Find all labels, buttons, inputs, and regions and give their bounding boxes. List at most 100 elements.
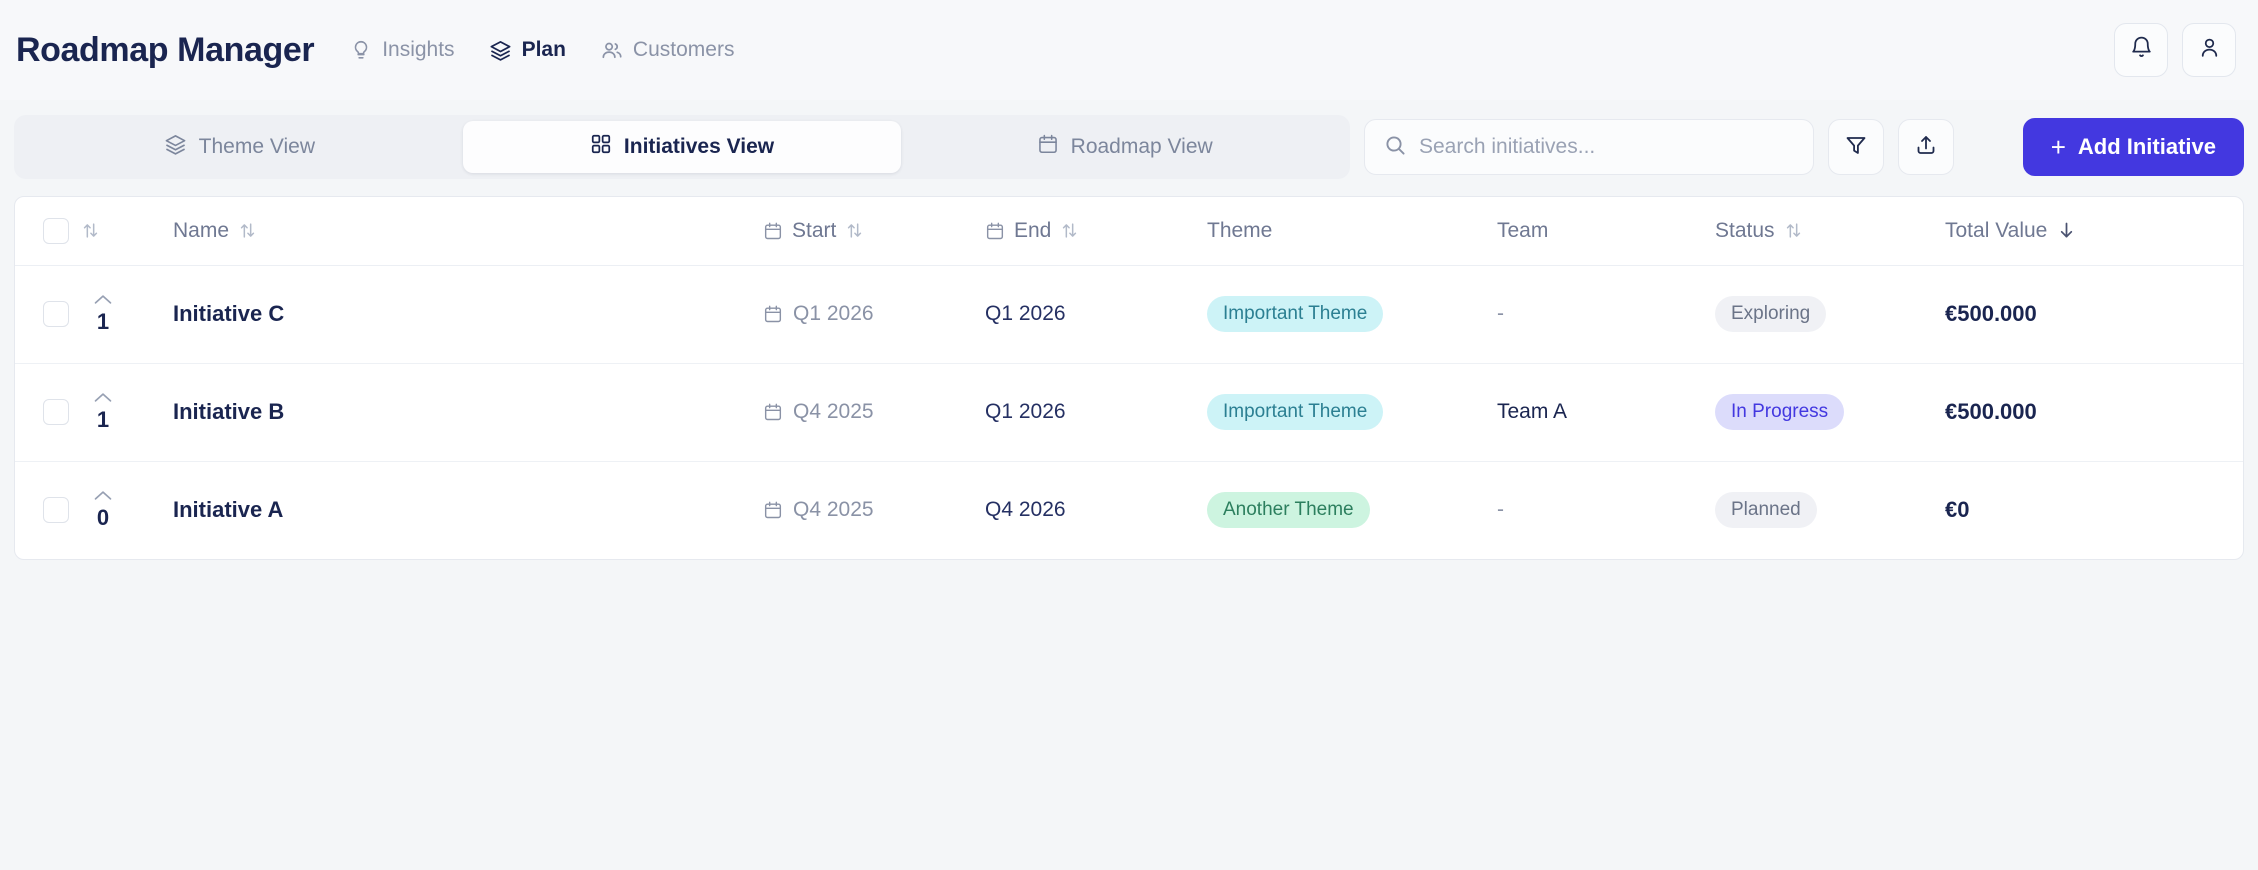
filter-icon: [1844, 133, 1868, 162]
row-start-cell: Q1 2026: [763, 265, 985, 364]
column-start-label: Start: [792, 218, 837, 242]
search-input[interactable]: [1419, 135, 1795, 159]
nav-item-customers-label: Customers: [632, 38, 735, 61]
row-start-cell: Q4 2025: [763, 363, 985, 462]
bell-icon: [2129, 35, 2154, 65]
calendar-icon: [1037, 133, 1059, 161]
team-value: -: [1497, 302, 1504, 325]
row-end-cell: Q1 2026: [985, 265, 1207, 364]
nav-item-insights[interactable]: Insights: [350, 38, 455, 62]
vote-count: 0: [96, 505, 110, 531]
sort-icon[interactable]: [81, 221, 100, 240]
row-select-cell: [15, 363, 81, 462]
column-theme-label: Theme: [1207, 218, 1273, 242]
column-team-label: Team: [1497, 218, 1549, 242]
vote-control[interactable]: 1: [81, 391, 125, 433]
column-name[interactable]: Name: [173, 197, 763, 266]
initiative-name[interactable]: Initiative A: [173, 497, 284, 523]
total-value: €500.000: [1945, 301, 2037, 326]
status-badge[interactable]: Exploring: [1715, 296, 1827, 332]
row-checkbox[interactable]: [43, 301, 69, 327]
users-icon: [600, 39, 623, 62]
view-toolbar: Theme View Initiatives View: [14, 110, 2244, 184]
row-checkbox[interactable]: [43, 497, 69, 524]
vote-count: 1: [96, 406, 110, 432]
row-theme-cell: Important Theme: [1207, 363, 1497, 462]
vote-control[interactable]: 0: [81, 489, 125, 531]
sort-icon[interactable]: [1784, 221, 1803, 240]
column-total-value[interactable]: Total Value: [1945, 197, 2243, 266]
initiative-name[interactable]: Initiative C: [173, 301, 285, 326]
tab-roadmap-view[interactable]: Roadmap View: [905, 121, 1344, 173]
table-row[interactable]: 1 Initiative C Q1 2026: [15, 265, 2243, 364]
search-box[interactable]: [1364, 119, 1814, 175]
nav-item-plan[interactable]: Plan: [489, 38, 566, 62]
row-start-cell: Q4 2025: [763, 461, 985, 559]
nav-item-insights-label: Insights: [382, 38, 455, 61]
tab-initiatives-view[interactable]: Initiatives View: [462, 121, 902, 173]
column-end[interactable]: End: [985, 197, 1207, 266]
column-team[interactable]: Team: [1497, 197, 1715, 266]
grid-icon: [590, 133, 612, 161]
sort-icon[interactable]: [1060, 221, 1079, 240]
chevron-up-icon[interactable]: [93, 489, 113, 503]
column-status[interactable]: Status: [1715, 197, 1945, 266]
column-votes[interactable]: [81, 197, 173, 266]
row-value-cell: €500.000: [1945, 265, 2243, 364]
plus-icon: +: [2050, 132, 2066, 162]
end-date: Q1 2026: [985, 400, 1066, 423]
row-votes-cell: 1: [81, 363, 173, 462]
theme-badge[interactable]: Important Theme: [1207, 296, 1384, 332]
initiatives-table: Name: [15, 197, 2243, 559]
table-row[interactable]: 0 Initiative A Q4 2025: [15, 461, 2243, 559]
tab-roadmap-view-label: Roadmap View: [1070, 135, 1213, 158]
theme-badge[interactable]: Important Theme: [1207, 394, 1384, 430]
row-theme-cell: Important Theme: [1207, 265, 1497, 364]
app-header: Roadmap Manager Insights Plan: [0, 0, 2258, 100]
table-body: 1 Initiative C Q1 2026: [15, 265, 2243, 559]
filter-button[interactable]: [1828, 119, 1884, 175]
account-button[interactable]: [2182, 23, 2236, 77]
table-row[interactable]: 1 Initiative B Q4 2025: [15, 363, 2243, 462]
chevron-up-icon[interactable]: [93, 391, 113, 405]
notifications-button[interactable]: [2114, 23, 2168, 77]
chevron-up-icon[interactable]: [93, 293, 113, 307]
row-status-cell: In Progress: [1715, 363, 1945, 462]
view-tab-group: Theme View Initiatives View: [14, 115, 1350, 179]
start-date: Q4 2025: [793, 400, 874, 423]
total-value: €500.000: [1945, 399, 2037, 424]
row-name-cell: Initiative C: [173, 265, 763, 364]
tab-initiatives-view-label: Initiatives View: [623, 135, 775, 158]
vote-control[interactable]: 1: [81, 293, 125, 335]
sort-icon[interactable]: [845, 221, 864, 240]
row-name-cell: Initiative A: [173, 461, 763, 559]
row-team-cell: -: [1497, 265, 1715, 364]
column-status-label: Status: [1715, 218, 1775, 242]
row-select-cell: [15, 265, 81, 364]
row-status-cell: Exploring: [1715, 265, 1945, 364]
sort-desc-icon[interactable]: [2056, 220, 2077, 241]
user-icon: [2197, 35, 2222, 65]
add-initiative-button[interactable]: + Add Initiative: [2022, 118, 2244, 176]
row-checkbox[interactable]: [43, 399, 69, 425]
status-badge[interactable]: In Progress: [1715, 394, 1845, 430]
end-date: Q4 2026: [985, 498, 1066, 522]
theme-badge[interactable]: Another Theme: [1207, 492, 1370, 529]
row-status-cell: Planned: [1715, 461, 1945, 559]
initiatives-table-card: Name: [14, 196, 2244, 560]
column-start[interactable]: Start: [763, 197, 985, 266]
tab-theme-view[interactable]: Theme View: [20, 121, 459, 173]
initiative-name[interactable]: Initiative B: [173, 399, 285, 424]
app-title: Roadmap Manager: [16, 30, 315, 69]
nav-item-customers[interactable]: Customers: [600, 38, 735, 62]
team-value: -: [1497, 498, 1504, 522]
upload-button[interactable]: [1898, 119, 1954, 175]
column-theme[interactable]: Theme: [1207, 197, 1497, 266]
lightbulb-icon: [350, 39, 372, 61]
row-end-cell: Q4 2026: [985, 461, 1207, 559]
select-all-checkbox[interactable]: [43, 217, 69, 244]
row-team-cell: Team A: [1497, 363, 1715, 462]
layers-icon: [164, 133, 187, 162]
status-badge[interactable]: Planned: [1715, 492, 1817, 529]
sort-icon[interactable]: [238, 221, 257, 240]
